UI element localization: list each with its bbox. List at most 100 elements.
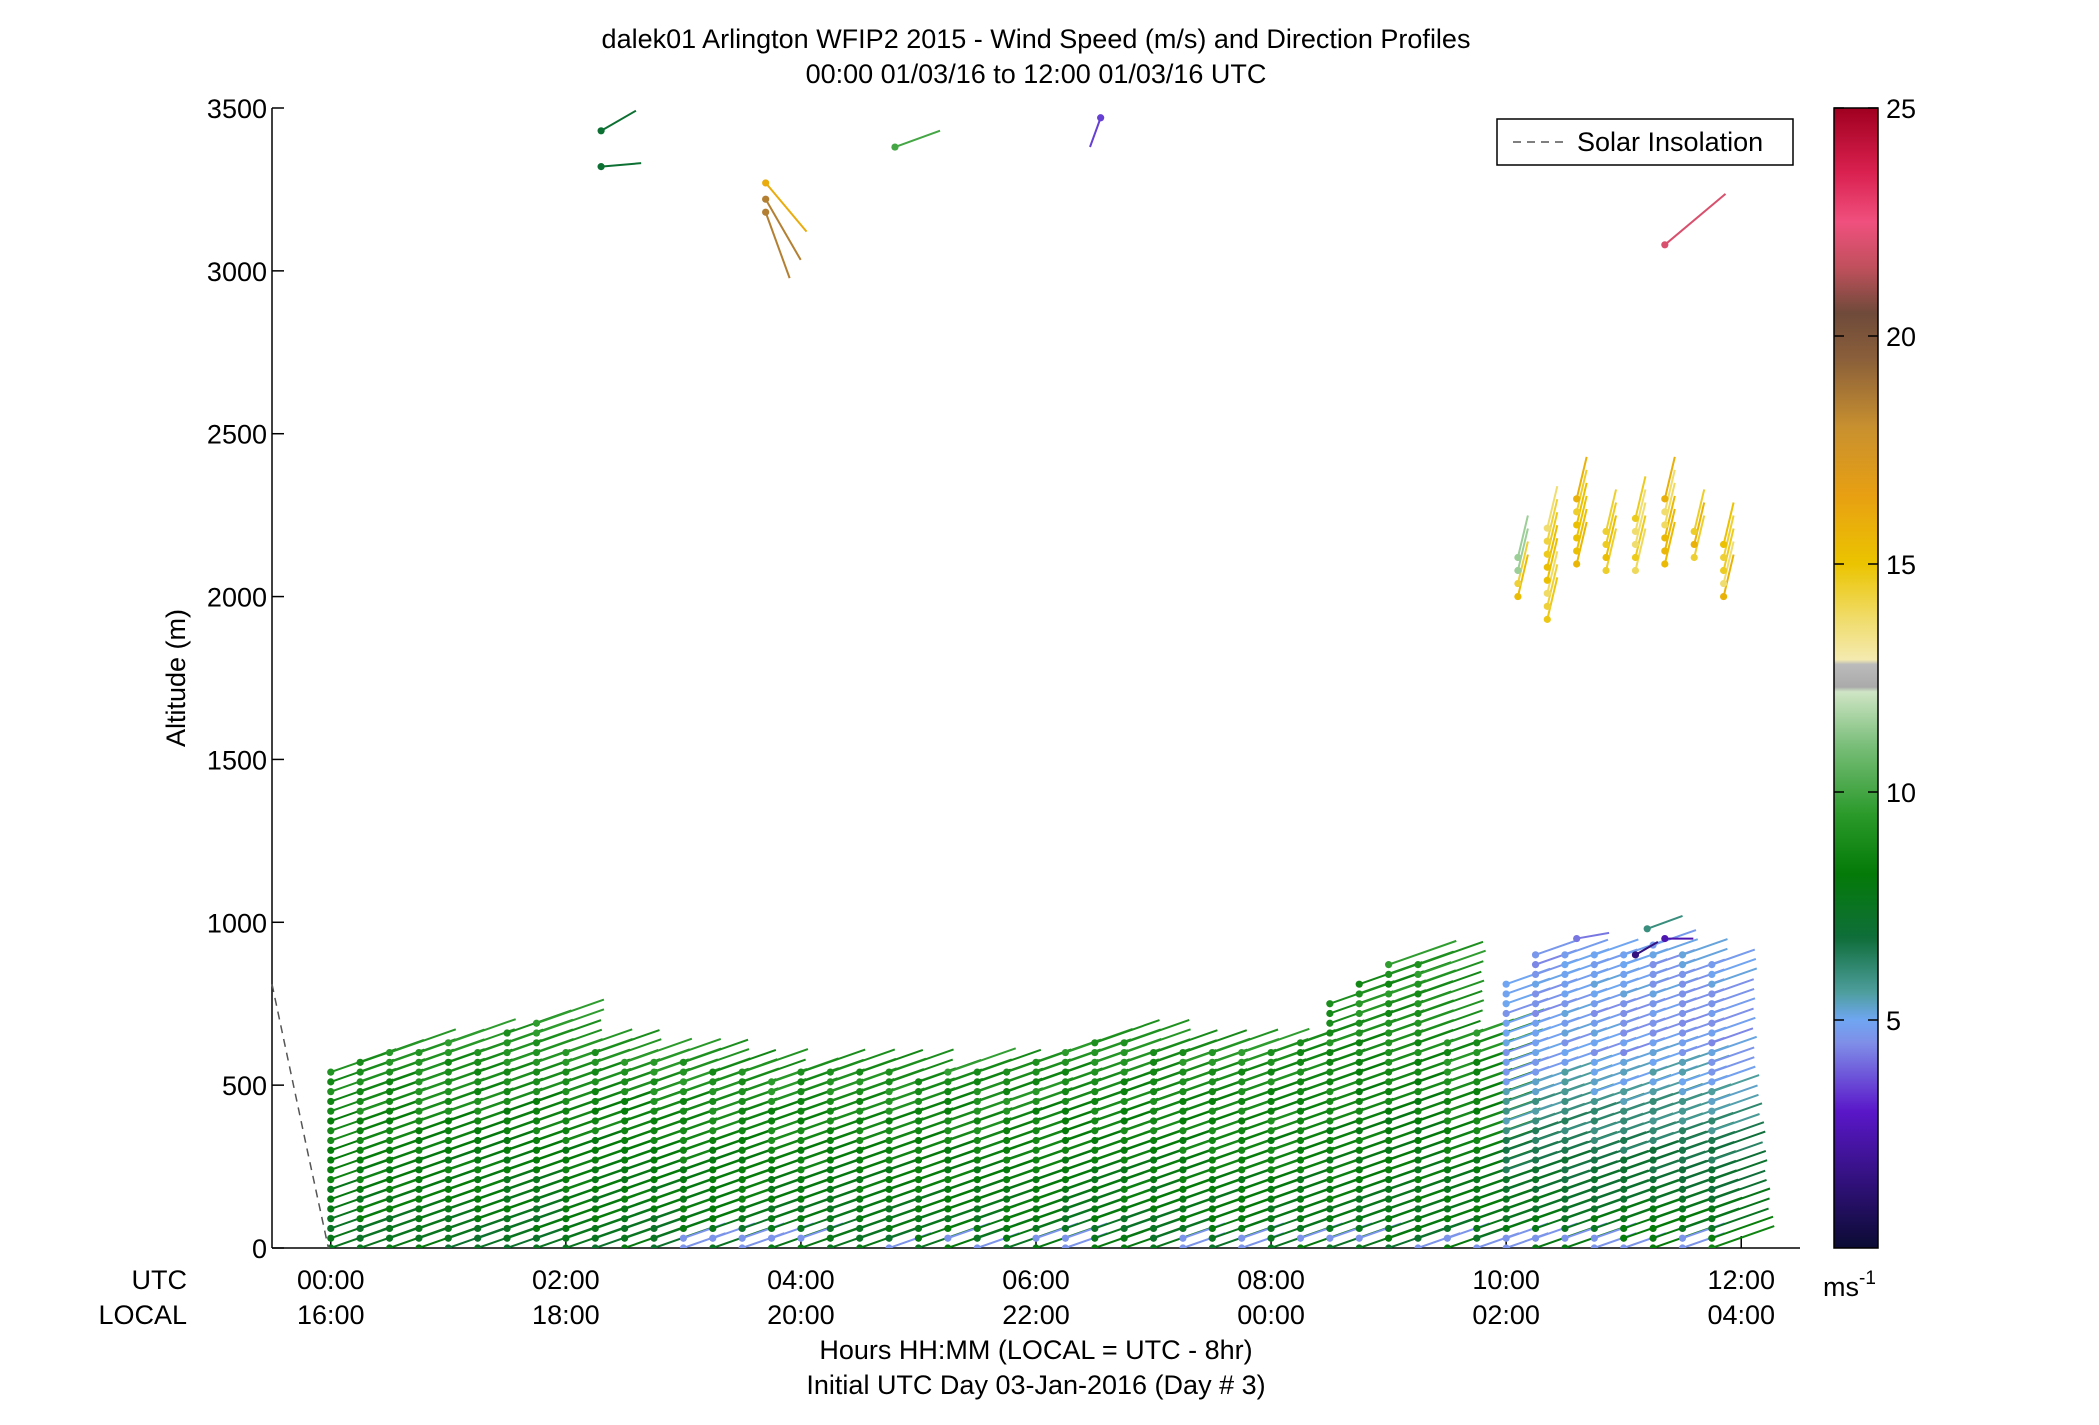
wind-barb-dot — [621, 1166, 629, 1174]
wind-barb-dot — [762, 179, 770, 187]
wind-barb-dot — [1032, 1117, 1040, 1125]
wind-barb-dot — [1590, 1000, 1598, 1008]
wind-barb-dot — [591, 1078, 599, 1086]
wind-barb-dot — [444, 1107, 452, 1115]
wind-barb-dot — [1238, 1068, 1246, 1076]
wind-barb — [1546, 564, 1559, 607]
wind-barb-dot — [385, 1088, 394, 1096]
wind-barb-dot — [1032, 1078, 1040, 1086]
wind-barb-dot — [826, 1068, 834, 1076]
wind-barb-dot — [503, 1088, 511, 1096]
wind-barb-dot — [356, 1136, 364, 1145]
x-tick-label-local: 02:00 — [1472, 1300, 1540, 1330]
wind-barb-dot — [1355, 1127, 1363, 1135]
wind-barb-dot — [1720, 553, 1728, 562]
wind-barb-dot — [385, 1185, 394, 1193]
wind-barb-dot — [385, 1136, 394, 1145]
wind-barb-dot — [591, 1117, 599, 1125]
wind-barb-dot — [856, 1078, 864, 1086]
wind-barb-dot — [1385, 1039, 1393, 1047]
wind-barb-dot — [1531, 1176, 1540, 1184]
wind-barb-dot — [621, 1195, 629, 1203]
wind-barb-dot — [797, 1185, 805, 1193]
colorbar-tick-label: 10 — [1886, 778, 1916, 808]
wind-barb-dot — [885, 1205, 893, 1213]
wind-barb-dot — [1590, 1068, 1598, 1076]
y-tick-label: 3500 — [207, 94, 267, 124]
wind-barb-dot — [415, 1048, 423, 1057]
wind-barb-dot — [1443, 1195, 1451, 1203]
wind-barb-dot — [503, 1048, 511, 1057]
wind-barb-dot — [1514, 579, 1522, 588]
wind-barb — [1634, 515, 1647, 558]
wind-barb-dot — [532, 1029, 541, 1037]
wind-barb-dot — [709, 1224, 717, 1233]
wind-barb-dot — [1502, 1000, 1510, 1008]
wind-barb-dot — [1502, 1185, 1510, 1193]
wind-barb-dot — [415, 1117, 423, 1125]
wind-barb-dot — [709, 1176, 717, 1184]
wind-barb-dot — [327, 1234, 335, 1242]
wind-barb — [1546, 538, 1559, 581]
wind-barb-dot — [944, 1136, 952, 1145]
wind-barb-dot — [1620, 1215, 1628, 1223]
wind-barb-dot — [1091, 1224, 1099, 1233]
wind-barb-dot — [1620, 1156, 1628, 1164]
wind-barb-dot — [650, 1146, 658, 1154]
x-tick-label-utc: 04:00 — [767, 1265, 835, 1295]
wind-barb-dot — [356, 1146, 364, 1154]
wind-barb-dot — [885, 1156, 893, 1164]
wind-barb-dot — [1708, 1205, 1716, 1213]
wind-barb-dot — [1414, 990, 1422, 998]
wind-barb — [1516, 528, 1529, 571]
wind-barb-dot — [532, 1234, 541, 1242]
wind-barb-dot — [767, 1195, 776, 1203]
wind-barb-dot — [415, 1097, 423, 1106]
wind-barb — [1711, 1046, 1755, 1064]
wind-barb-dot — [1561, 1029, 1569, 1037]
wind-barb — [1663, 495, 1676, 539]
wind-barb-dot — [1091, 1107, 1099, 1115]
wind-barb-dot — [1690, 527, 1698, 536]
wind-barb-dot — [1473, 1156, 1481, 1164]
wind-barb-dot — [1590, 1117, 1598, 1125]
wind-barb-dot — [591, 1205, 599, 1213]
wind-barb-dot — [1120, 1048, 1128, 1057]
wind-barb-dot — [1385, 1029, 1393, 1037]
wind-barb-dot — [797, 1117, 805, 1125]
wind-barb-dot — [532, 1176, 541, 1184]
wind-barb-dot — [1620, 1009, 1628, 1018]
wind-barb-dot — [1502, 1107, 1510, 1115]
wind-barb-dot — [1149, 1097, 1158, 1106]
colorbar-tick-label: 20 — [1886, 322, 1916, 352]
wind-barb-dot — [385, 1117, 394, 1125]
wind-barb-dot — [1149, 1156, 1158, 1164]
wind-barb-dot — [914, 1205, 923, 1213]
wind-barb — [1711, 1130, 1766, 1152]
wind-barb — [1094, 1019, 1160, 1044]
wind-barb-dot — [1385, 1127, 1393, 1135]
wind-barb — [1711, 987, 1755, 1005]
wind-barb-dot — [1355, 1234, 1363, 1242]
wind-barb-dot — [444, 1039, 452, 1047]
wind-barb-dot — [1573, 934, 1581, 943]
wind-barb-dot — [738, 1117, 746, 1125]
wind-barb-dot — [1720, 566, 1728, 575]
wind-barb-dot — [1208, 1136, 1216, 1145]
wind-barb-dot — [356, 1176, 364, 1184]
wind-barb-dot — [1149, 1215, 1158, 1223]
wind-barb-dot — [885, 1127, 893, 1135]
wind-barb-dot — [1678, 1019, 1687, 1027]
wind-barb-dot — [591, 1244, 599, 1248]
wind-barb — [1722, 541, 1735, 584]
wind-barb — [1546, 498, 1559, 542]
wind-barb-dot — [444, 1234, 452, 1242]
wind-barb-dot — [1179, 1127, 1187, 1135]
wind-barb-dot — [1561, 1039, 1569, 1047]
wind-barb-dot — [385, 1244, 394, 1248]
wind-barb-dot — [1032, 1088, 1040, 1096]
wind-barb-dot — [1208, 1146, 1216, 1154]
wind-barb-dot — [1032, 1234, 1040, 1242]
wind-barb-dot — [474, 1224, 482, 1233]
wind-barb — [1711, 1159, 1768, 1181]
